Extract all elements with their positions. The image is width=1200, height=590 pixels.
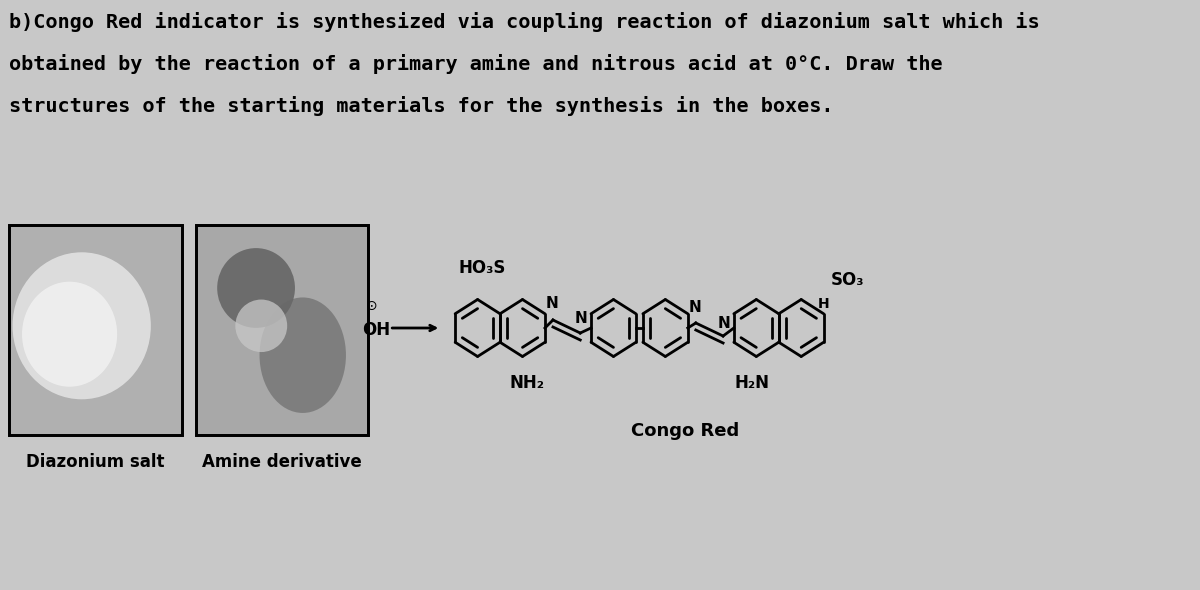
Text: OH: OH [361,321,390,339]
Text: Amine derivative: Amine derivative [202,453,362,471]
Bar [196,225,368,435]
Text: N: N [689,300,701,315]
Text: H: H [817,297,829,310]
Text: H₂N: H₂N [734,375,769,392]
Text: ⊙: ⊙ [365,299,377,313]
Text: Congo Red: Congo Red [631,421,739,440]
Ellipse shape [235,300,287,352]
Text: HO₃S: HO₃S [458,260,506,277]
Text: N: N [575,311,588,326]
Bar [10,225,182,435]
Text: SO₃: SO₃ [830,271,864,290]
Text: structures of the starting materials for the synthesis in the boxes.: structures of the starting materials for… [10,96,834,116]
Bar [10,225,182,435]
Text: Diazonium salt: Diazonium salt [26,453,164,471]
Bar [196,225,368,435]
Ellipse shape [259,297,346,413]
Ellipse shape [22,281,118,386]
Text: N: N [718,316,731,331]
Text: obtained by the reaction of a primary amine and nitrous acid at 0°C. Draw the: obtained by the reaction of a primary am… [10,54,943,74]
Text: b)Congo Red indicator is synthesized via coupling reaction of diazonium salt whi: b)Congo Red indicator is synthesized via… [10,12,1039,32]
Text: NH₂: NH₂ [510,375,545,392]
Ellipse shape [217,248,295,328]
Ellipse shape [12,253,151,399]
Text: N: N [546,296,558,311]
